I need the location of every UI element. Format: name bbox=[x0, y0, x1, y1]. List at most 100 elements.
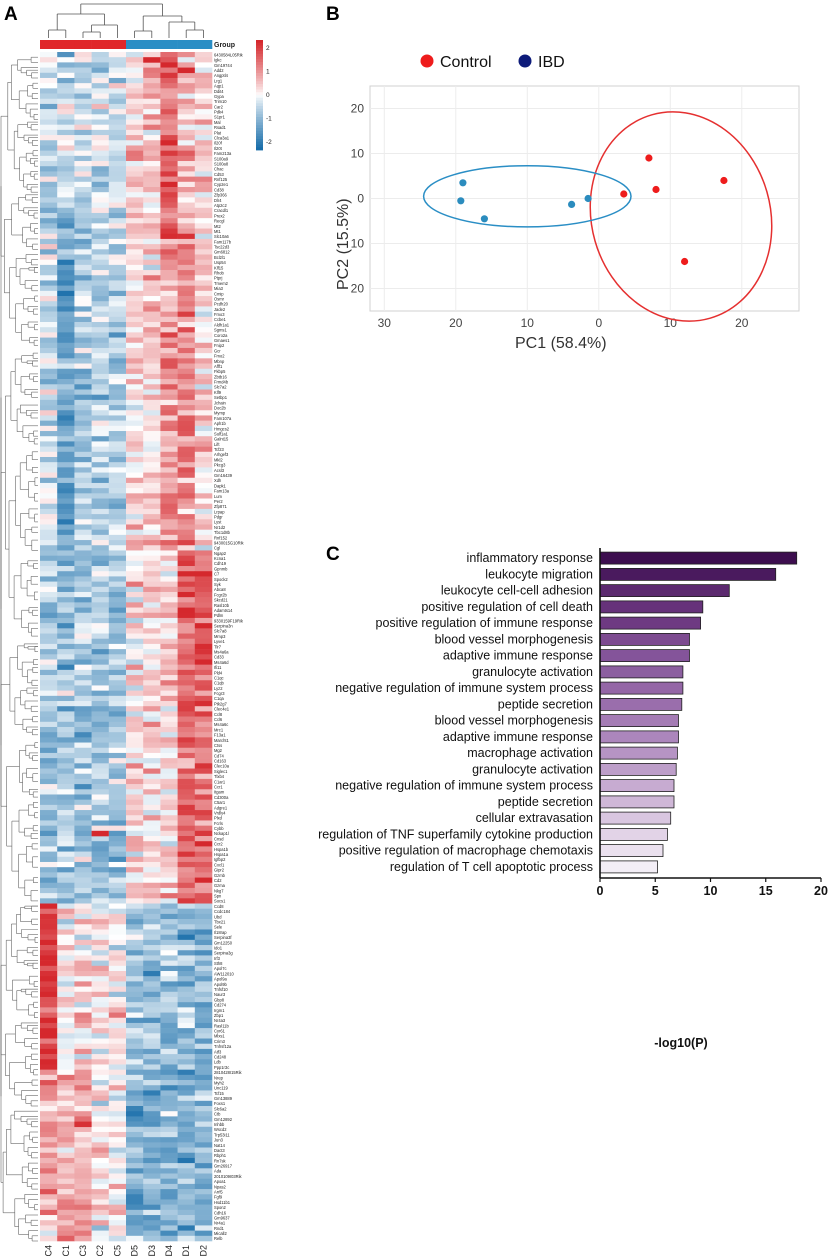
heatmap-cell bbox=[40, 986, 58, 993]
bar bbox=[599, 828, 668, 841]
heatmap-cell bbox=[40, 581, 58, 588]
heatmap-cell bbox=[57, 929, 75, 935]
heatmap-cell bbox=[143, 1147, 161, 1154]
heatmap-cell bbox=[57, 467, 75, 473]
heatmap-cell bbox=[126, 259, 144, 266]
heatmap-cell bbox=[40, 778, 58, 785]
heatmap-cell bbox=[194, 420, 213, 427]
heatmap-cell bbox=[177, 919, 196, 925]
heatmap-cell bbox=[74, 825, 92, 832]
heatmap-cell bbox=[57, 508, 75, 515]
heatmap-cell bbox=[40, 358, 58, 364]
heatmap-cell bbox=[160, 337, 178, 344]
heatmap-cell bbox=[194, 446, 213, 453]
heatmap-cell bbox=[194, 488, 213, 494]
heatmap-cell bbox=[57, 57, 75, 63]
heatmap-cell bbox=[40, 62, 58, 68]
heatmap-cell bbox=[108, 1209, 127, 1216]
gene-label: Ubd bbox=[214, 914, 222, 919]
gene-label: Ccl6 bbox=[214, 717, 223, 722]
heatmap-cell bbox=[74, 737, 92, 743]
heatmap-cell bbox=[40, 1189, 58, 1195]
heatmap-cell bbox=[91, 945, 110, 951]
heatmap-cell bbox=[91, 726, 110, 733]
heatmap-cell bbox=[160, 638, 178, 645]
heatmap-cell bbox=[194, 1121, 213, 1128]
heatmap-cell bbox=[177, 254, 196, 260]
term-label: positive regulation of cell death bbox=[421, 600, 593, 614]
heatmap-cell bbox=[143, 296, 161, 302]
heatmap-cell bbox=[143, 971, 161, 977]
heatmap-cell bbox=[194, 643, 213, 650]
heatmap-cell bbox=[108, 337, 127, 344]
heatmap-cell bbox=[177, 498, 196, 505]
legend-marker-ibd bbox=[518, 54, 532, 68]
heatmap-cell bbox=[57, 394, 75, 401]
heatmap-cell bbox=[57, 737, 75, 743]
heatmap-cell bbox=[74, 659, 92, 665]
heatmap-cell bbox=[143, 347, 161, 354]
heatmap-cell bbox=[126, 1069, 144, 1076]
heatmap-cell bbox=[40, 799, 58, 806]
heatmap-cell bbox=[160, 1100, 178, 1107]
heatmap-cell bbox=[194, 986, 213, 993]
heatmap-cell bbox=[74, 77, 92, 84]
heatmap-cell bbox=[177, 503, 196, 510]
gene-label: Serpina3g bbox=[214, 951, 233, 956]
heatmap-cell bbox=[108, 768, 127, 775]
heatmap-cell bbox=[177, 576, 196, 582]
heatmap-cell bbox=[40, 1080, 58, 1086]
heatmap-cell bbox=[40, 1220, 58, 1226]
heatmap-cell bbox=[143, 363, 161, 370]
heatmap-cell bbox=[108, 877, 127, 884]
point-control bbox=[720, 176, 728, 185]
bar bbox=[599, 860, 658, 874]
colorbar-segment bbox=[256, 48, 263, 52]
heatmap-cell bbox=[160, 1054, 178, 1060]
heatmap-cell bbox=[177, 560, 196, 567]
heatmap-cell bbox=[177, 623, 196, 629]
heatmap-cell bbox=[126, 861, 144, 868]
heatmap-cell bbox=[74, 1085, 92, 1091]
heatmap-cell bbox=[160, 514, 178, 520]
heatmap-cell bbox=[40, 280, 58, 286]
heatmap-cell bbox=[194, 1199, 213, 1205]
heatmap-cell bbox=[177, 1095, 196, 1102]
heatmap-cell bbox=[194, 960, 213, 967]
heatmap-cell bbox=[40, 456, 58, 463]
heatmap-cell bbox=[177, 1038, 196, 1044]
heatmap-cell bbox=[74, 1038, 92, 1044]
heatmap-cell bbox=[194, 88, 213, 94]
heatmap-cell bbox=[143, 1199, 161, 1205]
heatmap-cell bbox=[108, 638, 127, 645]
heatmap-cell bbox=[57, 1095, 75, 1102]
heatmap-cell bbox=[194, 965, 213, 972]
heatmap-cell bbox=[177, 815, 196, 821]
heatmap-cell bbox=[57, 1230, 75, 1237]
gene-label: Il18rap bbox=[214, 930, 227, 935]
heatmap-cell bbox=[143, 887, 161, 894]
heatmap-cell bbox=[126, 799, 144, 806]
heatmap-cell bbox=[91, 1116, 110, 1122]
heatmap-cell bbox=[74, 960, 92, 967]
gene-label: Cd2 bbox=[214, 878, 222, 883]
heatmap-cell bbox=[194, 861, 213, 868]
heatmap-cell bbox=[57, 1152, 75, 1159]
heatmap-cell bbox=[108, 1194, 127, 1200]
heatmap-cell bbox=[160, 441, 178, 447]
heatmap-cell bbox=[160, 955, 178, 961]
heatmap-cell bbox=[40, 996, 58, 1003]
heatmap-cell bbox=[143, 529, 161, 536]
heatmap-cell bbox=[91, 913, 110, 920]
heatmap-cell bbox=[160, 394, 178, 401]
heatmap-cell bbox=[194, 441, 213, 447]
heatmap-cell bbox=[177, 301, 196, 307]
heatmap-cell bbox=[91, 321, 110, 328]
heatmap-cell bbox=[143, 384, 161, 390]
heatmap-cell bbox=[143, 794, 161, 800]
heatmap-cell bbox=[177, 275, 196, 281]
heatmap-cell bbox=[143, 441, 161, 447]
heatmap-cell bbox=[108, 1189, 127, 1195]
heatmap-cell bbox=[177, 695, 196, 702]
bar bbox=[599, 681, 684, 695]
